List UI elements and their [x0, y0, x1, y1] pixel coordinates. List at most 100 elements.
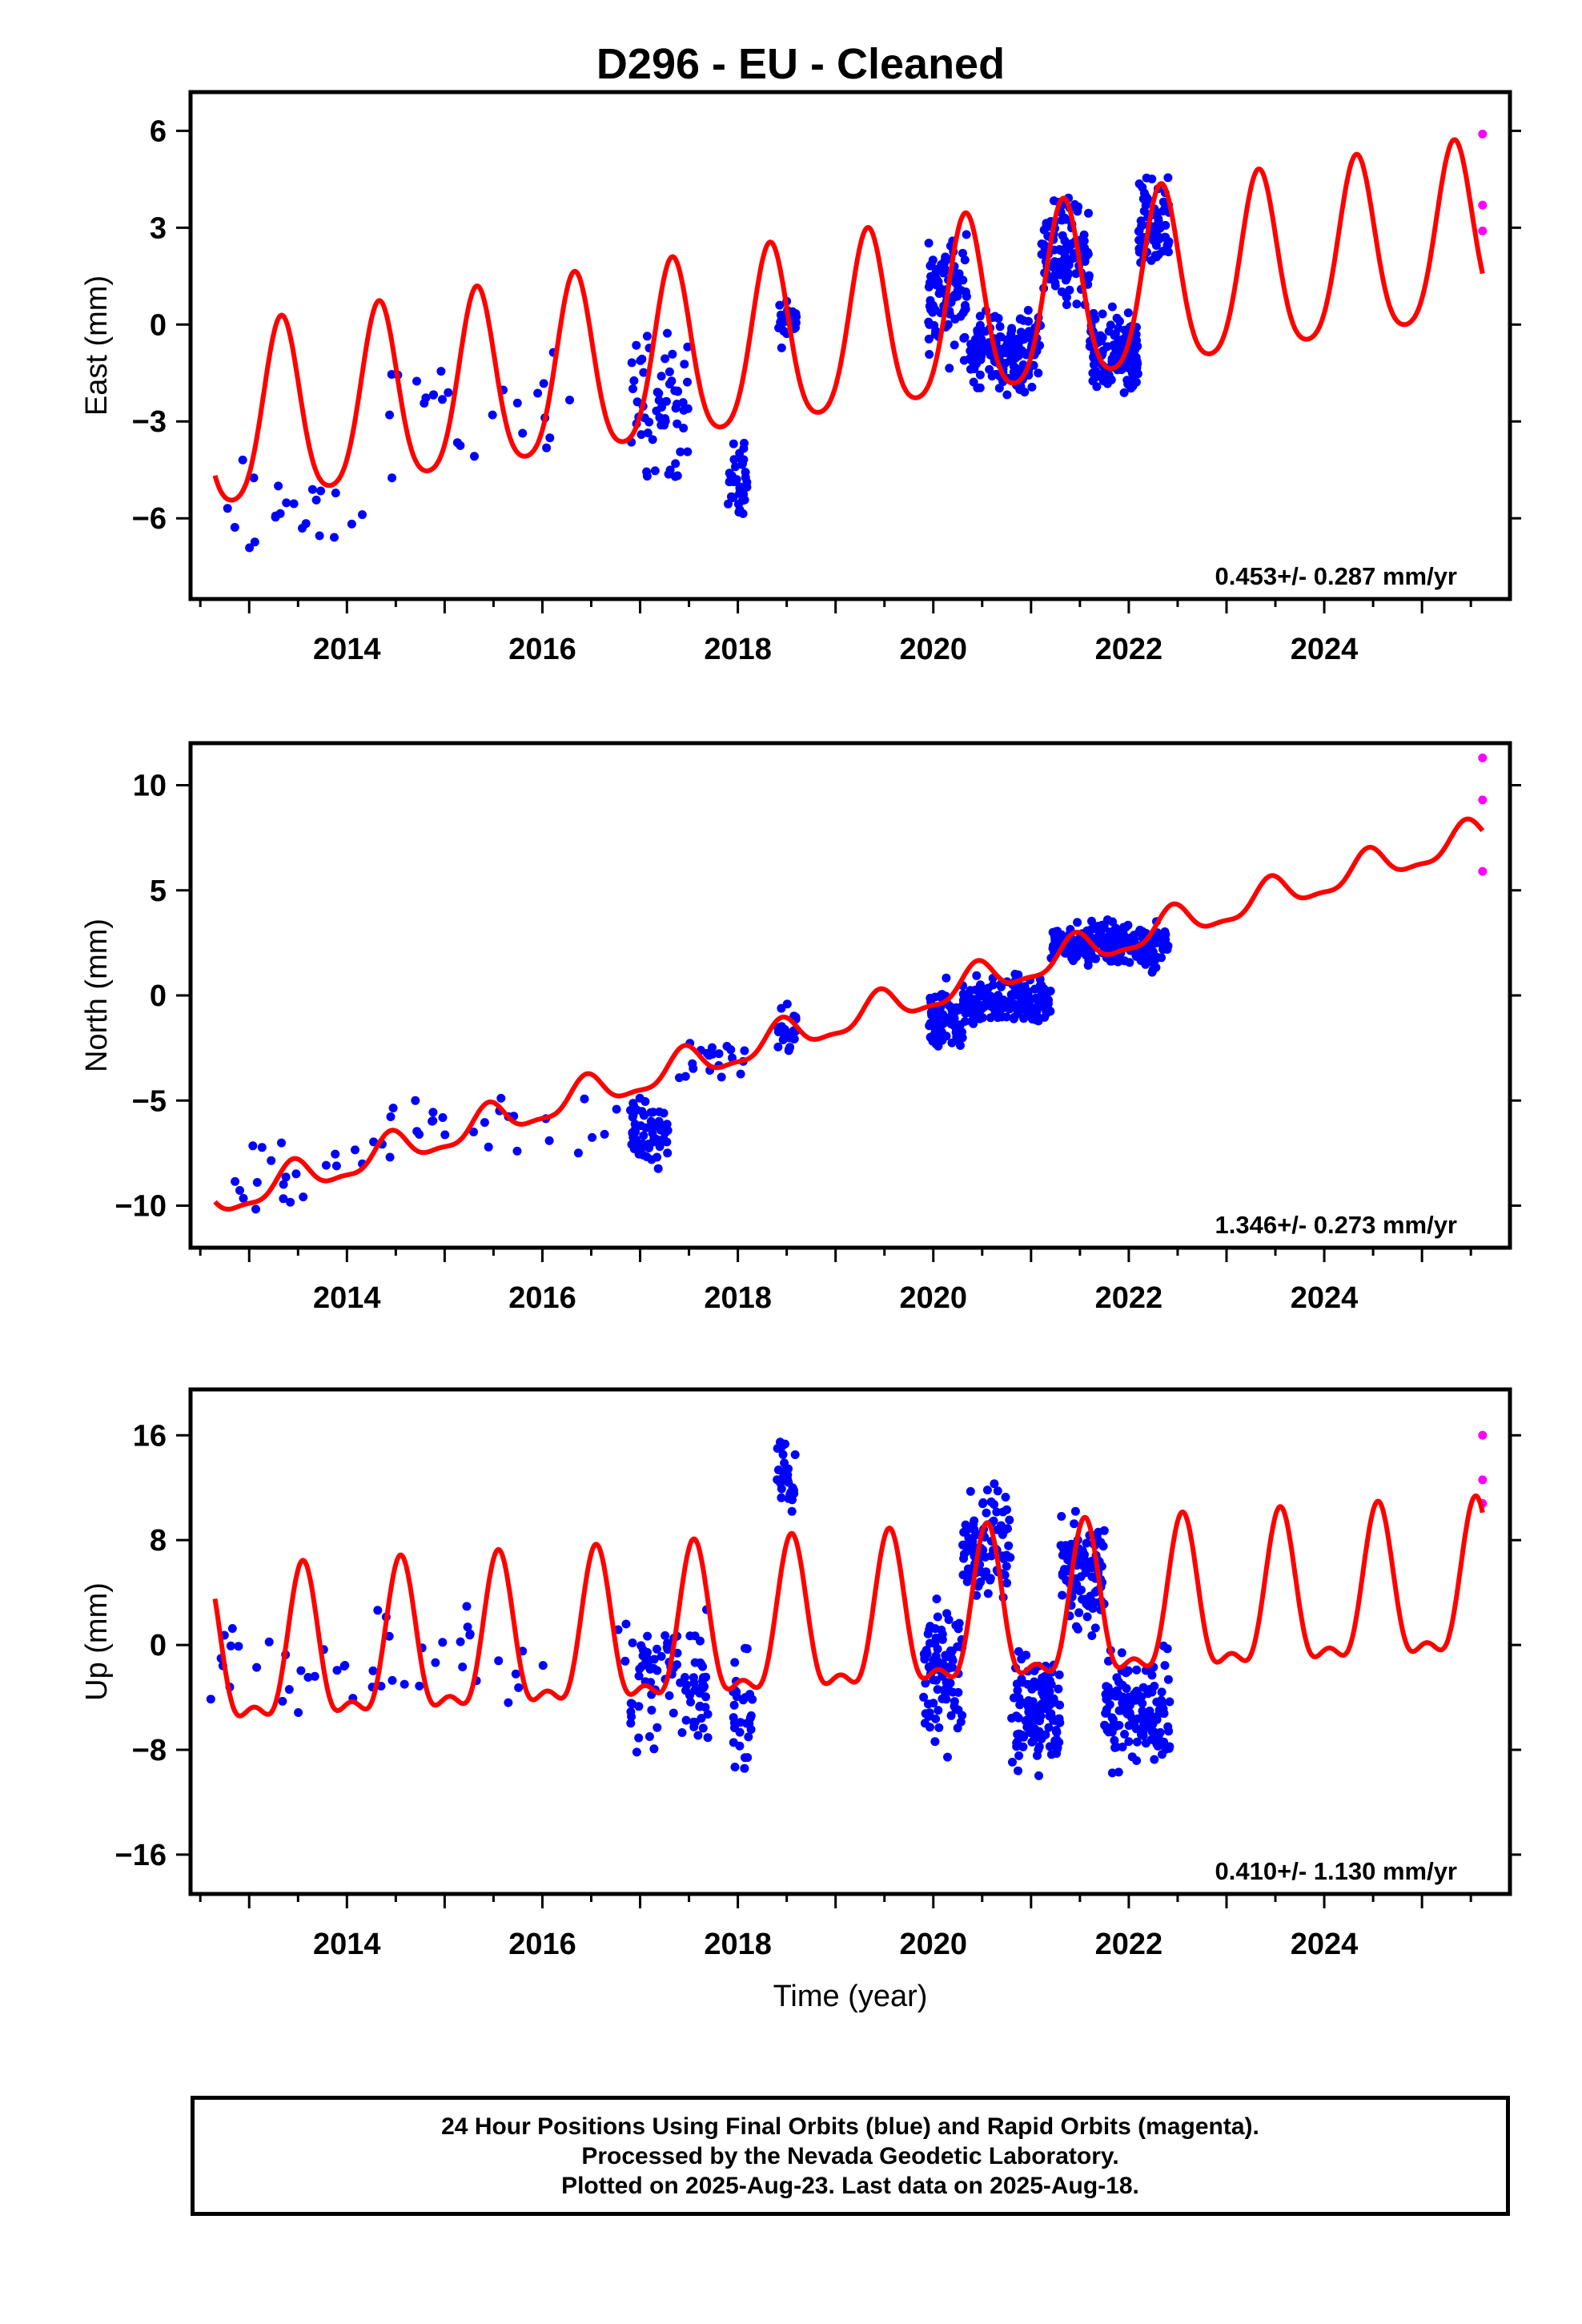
final-orbit-point — [1002, 390, 1012, 400]
final-orbit-point — [1158, 247, 1167, 256]
x-tick-label: 2016 — [508, 1281, 576, 1315]
final-orbit-point — [788, 1495, 797, 1505]
final-orbit-point — [1138, 194, 1148, 203]
final-orbit-point — [1151, 241, 1161, 250]
final-orbit-point — [1127, 378, 1136, 388]
final-orbit-point — [970, 364, 979, 374]
final-orbit-point — [1089, 308, 1098, 318]
final-orbit-point — [986, 1013, 995, 1023]
final-orbit-point — [436, 367, 446, 376]
final-orbit-point — [943, 1752, 952, 1762]
final-orbit-point — [1036, 1711, 1046, 1721]
final-orbit-point — [637, 354, 647, 364]
final-orbit-point — [949, 1020, 958, 1030]
final-orbit-point — [462, 1602, 472, 1611]
final-orbit-point — [1034, 995, 1043, 1005]
final-orbit-point — [1060, 236, 1070, 246]
final-orbit-point — [1005, 344, 1014, 353]
x-tick-label: 2024 — [1291, 1281, 1359, 1315]
final-orbit-point — [1107, 354, 1117, 364]
final-orbit-point — [1102, 1705, 1111, 1715]
final-orbit-point — [1104, 371, 1114, 380]
final-orbit-point — [1022, 350, 1031, 360]
panel-1: 2014 2016 2018 2020 2022 2024 −6 −3 0 3 6 East (mm)… — [80, 90, 1521, 666]
final-orbit-point — [458, 1663, 468, 1671]
final-orbit-point — [1014, 1751, 1024, 1760]
final-orbit-point — [673, 386, 682, 396]
final-orbit-point — [983, 339, 993, 348]
final-orbit-point — [950, 340, 959, 350]
plot-area — [206, 1430, 1488, 1780]
final-orbit-point — [1141, 957, 1150, 967]
final-orbit-point — [1014, 1766, 1022, 1775]
final-orbit-point — [1141, 1739, 1150, 1748]
final-orbit-point — [1087, 916, 1096, 926]
final-orbit-point — [652, 1723, 662, 1732]
rapid-orbit-point — [1478, 1430, 1488, 1440]
final-orbit-point — [951, 1027, 961, 1037]
final-orbit-point — [703, 1733, 713, 1743]
final-orbit-point — [1102, 915, 1112, 924]
x-tick-label: 2020 — [899, 1281, 967, 1315]
final-orbit-point — [632, 1135, 641, 1144]
final-orbit-point — [1083, 247, 1093, 257]
final-orbit-point — [693, 1731, 703, 1740]
final-orbit-point — [1102, 379, 1112, 388]
final-orbit-point — [993, 1007, 1002, 1016]
final-orbit-point — [632, 340, 641, 350]
final-orbit-point — [1070, 199, 1079, 209]
final-orbit-point — [995, 332, 1005, 341]
final-orbit-point — [926, 1723, 934, 1732]
final-orbit-point — [994, 384, 1004, 393]
final-orbit-point — [1147, 1727, 1157, 1736]
rapid-orbit-point — [1478, 866, 1488, 876]
final-orbit-point — [642, 467, 652, 476]
final-orbit-point — [690, 1718, 700, 1727]
final-orbit-point — [1034, 1771, 1043, 1780]
final-orbit-point — [428, 1108, 438, 1117]
final-orbit-point — [248, 1141, 258, 1151]
final-orbit-point — [1165, 1697, 1174, 1707]
x-tick-label: 2024 — [1291, 1928, 1359, 1961]
final-orbit-point — [701, 1692, 710, 1702]
footer-line-processing: Processed by the Nevada Geodetic Laborat… — [581, 2142, 1119, 2169]
final-orbit-point — [1055, 266, 1065, 275]
final-orbit-point — [431, 1658, 440, 1667]
final-orbit-point — [1048, 263, 1058, 271]
final-orbit-point — [963, 1564, 973, 1574]
final-orbit-point — [662, 1137, 672, 1147]
final-orbit-point — [942, 1695, 951, 1704]
final-orbit-point — [231, 1176, 240, 1186]
final-orbit-point — [1087, 1631, 1097, 1640]
final-orbit-point — [962, 1526, 971, 1535]
x-tick-label: 2020 — [899, 1928, 967, 1961]
x-tick-label: 2022 — [1095, 633, 1163, 666]
final-orbit-point — [1023, 329, 1033, 339]
final-orbit-point — [729, 439, 738, 448]
final-orbit-point — [924, 239, 934, 248]
final-orbit-point — [629, 1144, 639, 1153]
final-orbit-point — [938, 268, 948, 278]
velocity-rate-label: 0.453+/- 0.287 mm/yr — [1215, 562, 1457, 590]
final-orbit-point — [696, 1636, 705, 1646]
final-orbit-point — [1015, 315, 1025, 324]
final-orbit-point — [1094, 1527, 1103, 1537]
x-tick-label: 2016 — [508, 633, 576, 666]
final-orbit-point — [937, 990, 946, 999]
final-orbit-point — [635, 1093, 644, 1103]
y-tick-label: −8 — [132, 1734, 167, 1767]
final-orbit-point — [661, 354, 670, 364]
y-tick-label: 6 — [150, 115, 167, 148]
final-orbit-point — [648, 1128, 657, 1138]
final-orbit-point — [1132, 1737, 1142, 1747]
final-orbit-point — [469, 1128, 478, 1136]
final-orbit-point — [958, 989, 968, 999]
final-orbit-point — [701, 1672, 711, 1682]
final-orbit-point — [1126, 1700, 1134, 1710]
final-orbit-point — [385, 1152, 395, 1162]
final-orbit-point — [1004, 1541, 1014, 1550]
final-orbit-point — [386, 1112, 396, 1121]
final-orbit-point — [1042, 219, 1051, 228]
final-orbit-point — [1090, 367, 1099, 376]
final-orbit-point — [965, 354, 974, 364]
